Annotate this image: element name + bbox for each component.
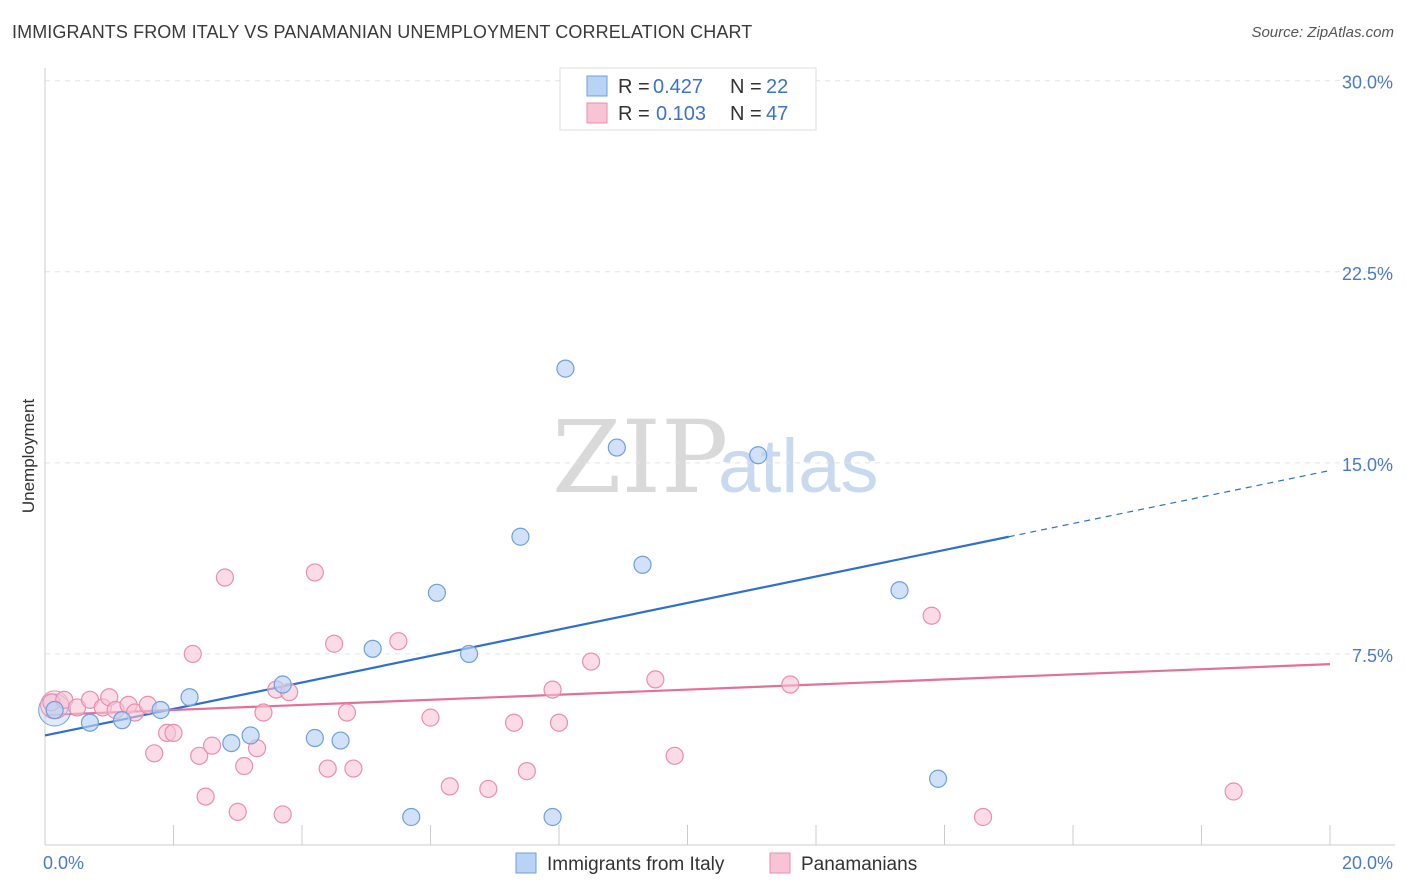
legend-n-label-panamanians: N =: [730, 103, 762, 125]
point-panamanians-21: [254, 703, 273, 722]
point-panamanians-28: [337, 703, 357, 722]
point-italy-18: [633, 555, 652, 574]
bottom-legend-swatch-italy: [515, 852, 537, 874]
legend-r-label-italy: R =: [618, 76, 650, 98]
y-axis-tick-labels: 7.5% 15.0% 22.5% 30.0%: [1342, 73, 1393, 666]
point-panamanians-15: [196, 787, 215, 806]
grid: [45, 80, 1395, 655]
point-italy-0: [45, 700, 64, 720]
legend-n-value-italy: 22: [766, 76, 788, 98]
point-italy-5: [222, 733, 241, 753]
point-panamanians-39: [646, 670, 665, 689]
point-italy-10: [363, 639, 382, 658]
trend-line-italy: [44, 535, 1009, 737]
legend-r-value-panamanians: 0.103: [656, 103, 706, 125]
point-italy-11: [402, 807, 421, 827]
point-panamanians-10: [145, 744, 164, 763]
legend-r-value-italy: 0.427: [653, 76, 703, 98]
point-italy-2: [112, 711, 132, 730]
point-italy-4: [180, 688, 199, 707]
legend: R = 0.427 N = 22 R = 0.103 N = 47: [559, 67, 817, 131]
point-italy-9: [331, 731, 350, 750]
point-panamanians-35: [517, 762, 536, 781]
trend-line-italy-extension: [1008, 469, 1331, 538]
point-panamanians-31: [421, 708, 440, 727]
point-italy-8: [305, 728, 324, 748]
point-panamanians-36: [543, 680, 562, 699]
point-panamanians-30: [389, 632, 408, 651]
legend-swatch-panamanians: [586, 102, 608, 124]
point-panamanians-14: [190, 746, 209, 765]
point-panamanians-27: [325, 634, 344, 653]
bottom-legend-swatch-panamanians: [769, 852, 791, 874]
point-panamanians-16: [202, 736, 222, 755]
point-panamanians-26: [318, 759, 337, 778]
point-panamanians-33: [479, 779, 498, 799]
x-axis-ticks: [44, 825, 1331, 845]
point-panamanians-34: [504, 713, 524, 732]
point-italy-21: [928, 769, 948, 788]
legend-r-label-panamanians: R =: [618, 103, 650, 125]
y-tick-label-3: 30.0%: [1342, 73, 1393, 93]
watermark-zip: ZIP: [552, 399, 728, 516]
point-italy-13: [459, 644, 479, 664]
bottom-legend-label-panamanians: Panamanians: [801, 854, 917, 875]
watermark: ZIP atlas: [552, 399, 879, 516]
point-italy-14: [511, 527, 530, 546]
watermark-atlas: atlas: [718, 424, 879, 509]
point-italy-1: [80, 713, 100, 732]
y-tick-label-0: 7.5%: [1352, 646, 1393, 666]
point-panamanians-23: [273, 805, 292, 824]
x-tick-label-max: 20.0%: [1342, 853, 1393, 873]
legend-n-label-italy: N =: [730, 76, 762, 98]
x-tick-label-min: 0.0%: [43, 853, 84, 873]
point-panamanians-32: [440, 777, 459, 796]
chart-title: IMMIGRANTS FROM ITALY VS PANAMANIAN UNEM…: [12, 22, 753, 42]
point-panamanians-29: [344, 759, 363, 778]
bottom-legend-label-italy: Immigrants from Italy: [547, 854, 725, 875]
point-panamanians-19: [235, 756, 254, 776]
legend-n-value-panamanians: 47: [766, 103, 788, 125]
point-italy-12: [427, 583, 447, 602]
trend-line-panamanians: [44, 663, 1331, 717]
legend-swatch-italy: [586, 75, 608, 97]
point-italy-17: [607, 438, 626, 457]
point-italy-20: [890, 581, 909, 600]
point-panamanians-44: [1224, 782, 1243, 801]
y-tick-label-1: 15.0%: [1342, 455, 1393, 475]
point-italy-6: [241, 726, 260, 745]
y-axis-title: Unemployment: [19, 399, 38, 514]
point-panamanians-38: [582, 652, 601, 671]
point-panamanians-12: [164, 723, 183, 743]
point-panamanians-42: [922, 606, 941, 625]
point-italy-3: [151, 700, 170, 720]
point-italy-16: [556, 359, 575, 378]
point-italy-7: [273, 675, 292, 694]
point-panamanians-43: [973, 807, 993, 827]
point-italy-19: [749, 446, 768, 465]
y-tick-label-2: 22.5%: [1342, 264, 1393, 284]
point-panamanians-40: [665, 746, 684, 765]
scatter-points: [38, 359, 1243, 827]
point-panamanians-18: [228, 802, 247, 821]
bottom-legend: Immigrants from Italy Panamanians: [515, 852, 917, 875]
point-panamanians-25: [305, 563, 324, 582]
point-panamanians-41: [781, 675, 800, 694]
chart-source: Source: ZipAtlas.com: [1251, 24, 1394, 41]
point-panamanians-13: [183, 644, 202, 664]
point-panamanians-17: [215, 568, 234, 587]
point-panamanians-37: [549, 713, 569, 732]
point-italy-15: [543, 807, 562, 827]
